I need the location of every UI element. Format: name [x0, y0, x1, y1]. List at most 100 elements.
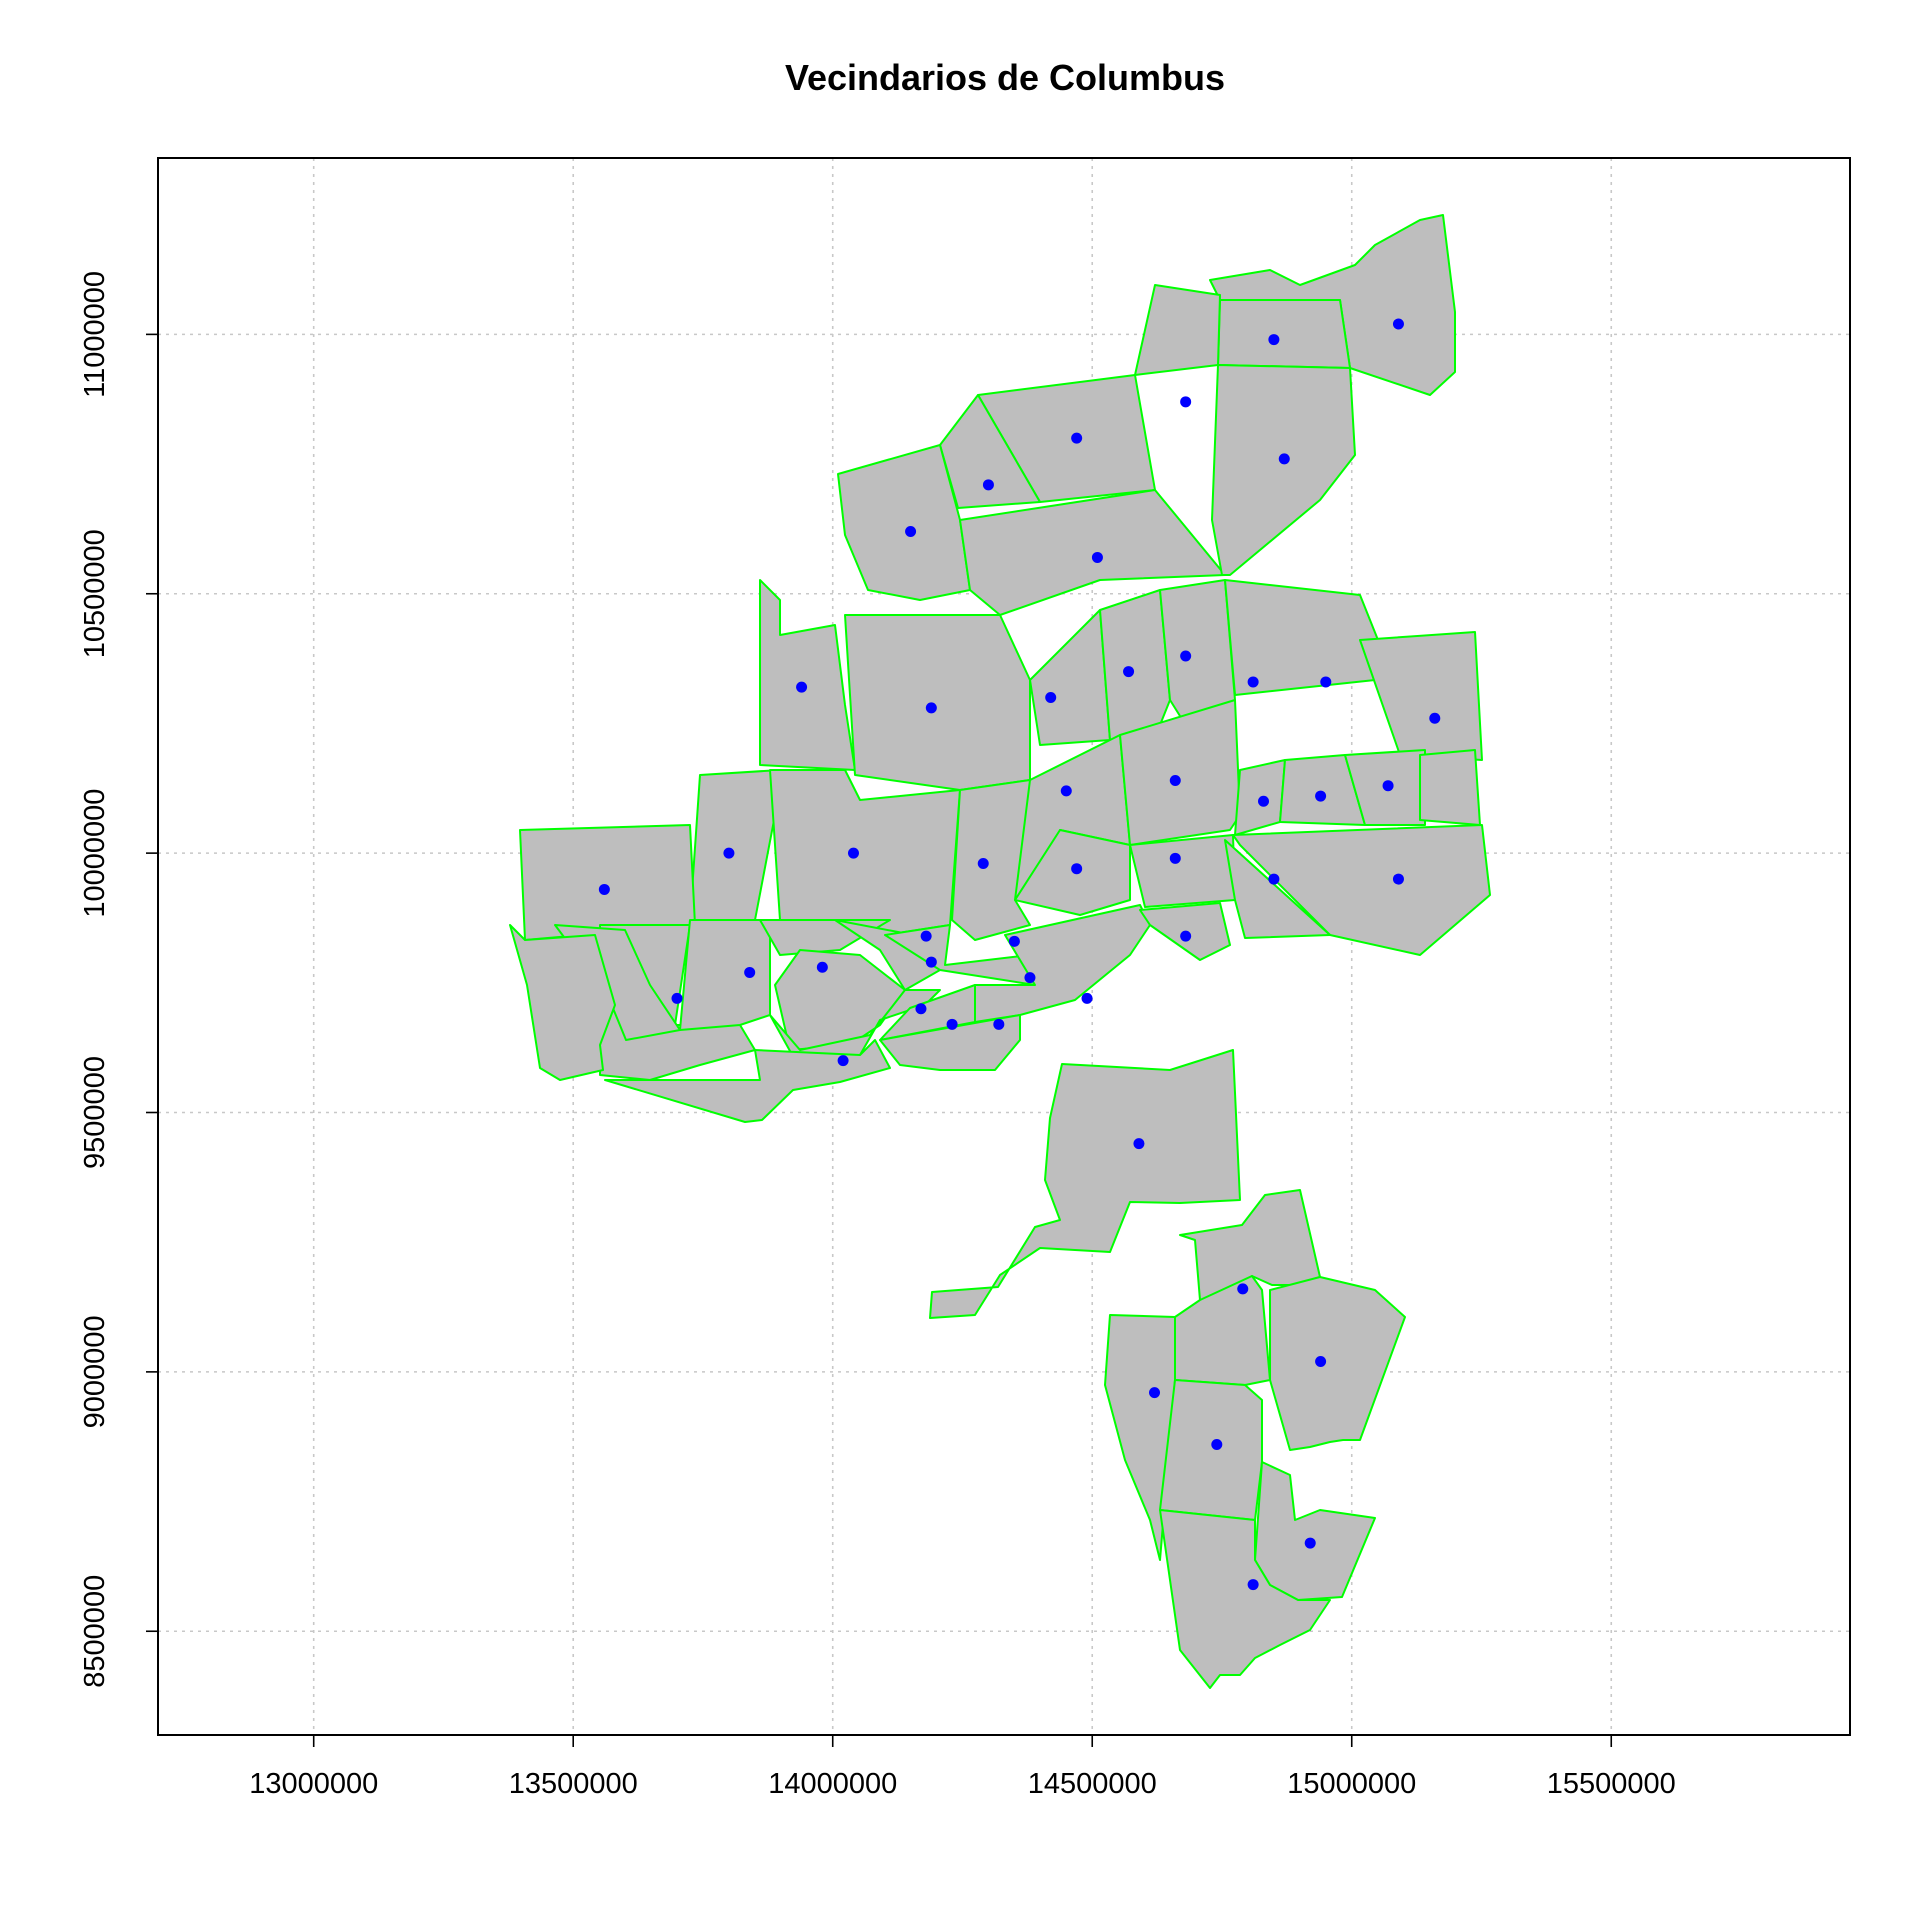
centroid-point	[1211, 1439, 1223, 1450]
centroid-point	[1304, 1537, 1316, 1549]
centroid-point	[1081, 992, 1093, 1004]
centroid-point	[1315, 790, 1327, 802]
neighborhood-region	[1269, 1276, 1406, 1451]
neighborhood-region	[1232, 824, 1491, 956]
centroid-point	[1149, 1387, 1161, 1399]
centroid-point	[744, 966, 756, 978]
centroid-point	[1429, 712, 1441, 724]
neighborhood-region	[1359, 631, 1483, 761]
centroid-point	[993, 1018, 1005, 1030]
neighborhood-region	[1129, 834, 1236, 908]
neighborhood-region	[951, 779, 1031, 941]
neighborhood-polygons	[509, 214, 1491, 1689]
neighborhood-region	[1217, 299, 1351, 369]
centroid-point	[1247, 1579, 1259, 1591]
centroid-point	[1382, 780, 1394, 792]
centroid-point	[915, 1003, 927, 1015]
neighborhood-region	[1254, 1461, 1376, 1601]
x-tick-label: 13000000	[249, 1768, 378, 1800]
centroid-point	[1060, 785, 1072, 797]
centroid-point	[1268, 873, 1280, 885]
neighborhood-region	[1211, 364, 1356, 576]
neighborhood-region	[679, 919, 771, 1031]
neighborhood-region	[1174, 1275, 1271, 1386]
centroid-point	[946, 1018, 958, 1030]
x-tick-label: 15000000	[1287, 1768, 1416, 1800]
centroid-point	[1091, 551, 1103, 563]
x-axis: 13000000 13500000 14000000 14500000 15000000…	[249, 1735, 1676, 1800]
centroid-point	[925, 702, 937, 714]
centroid-point	[920, 930, 932, 942]
centroid-point	[1278, 453, 1290, 465]
y-tick-label: 9000000	[79, 1315, 111, 1428]
neighborhood-region	[1159, 1379, 1263, 1521]
neighborhood-region	[879, 1014, 1021, 1071]
centroid-point	[1315, 1356, 1327, 1367]
x-tick-label: 15500000	[1547, 1768, 1676, 1800]
neighborhood-region	[1104, 1314, 1176, 1561]
neighborhood-region	[689, 769, 781, 921]
centroid-point	[1258, 795, 1270, 807]
centroid-point	[837, 1055, 849, 1067]
y-tick-label: 10500000	[79, 529, 111, 658]
centroid-point	[982, 479, 994, 491]
y-tick-label: 9500000	[79, 1056, 111, 1169]
neighborhood-region	[519, 824, 696, 941]
centroid-point	[1123, 666, 1135, 678]
centroid-point	[1268, 334, 1280, 346]
map-title: Vecindarios de Columbus	[785, 57, 1225, 98]
x-tick-label: 14500000	[1028, 1768, 1157, 1800]
centroid-point	[1008, 935, 1020, 947]
neighborhood-region	[1179, 1189, 1321, 1301]
centroid-point	[1169, 852, 1181, 864]
centroid-point	[977, 858, 989, 869]
centroid-point	[847, 847, 859, 859]
neighborhood-region	[844, 614, 1031, 791]
y-tick-label: 10000000	[79, 789, 111, 918]
neighborhood-region	[1029, 609, 1111, 746]
neighborhood-region	[759, 579, 856, 771]
centroid-point	[1133, 1138, 1145, 1150]
centroid-point	[1024, 972, 1036, 984]
neighborhood-region	[1224, 579, 1381, 696]
y-axis: 8500000 9000000 9500000 10000000 10500000 110…	[79, 271, 158, 1688]
y-tick-label: 8500000	[79, 1575, 111, 1688]
neighborhood-centroids	[598, 318, 1441, 1591]
centroid-point	[1392, 873, 1404, 885]
centroid-point	[1045, 692, 1057, 703]
centroid-point	[1071, 432, 1083, 444]
neighborhood-region	[769, 769, 961, 936]
plot-frame	[157, 157, 1851, 1736]
neighborhood-region	[1224, 839, 1331, 939]
centroid-point	[1180, 396, 1192, 408]
centroid-point	[1320, 676, 1332, 688]
neighborhood-region	[1159, 1509, 1331, 1689]
neighborhood-region	[604, 1039, 891, 1123]
centroid-point	[1237, 1283, 1249, 1295]
centroid-point	[1180, 930, 1192, 942]
centroid-point	[598, 883, 610, 895]
centroid-point	[816, 961, 828, 973]
neighborhood-region	[837, 444, 971, 601]
x-tick-label: 13500000	[509, 1768, 638, 1800]
neighborhood-region	[1134, 284, 1221, 376]
neighborhood-region	[929, 1049, 1241, 1319]
centroid-point	[1071, 863, 1083, 875]
neighborhood-region	[509, 924, 616, 1081]
neighborhood-region	[1419, 749, 1481, 826]
centroid-point	[796, 681, 808, 693]
neighborhood-region	[1014, 829, 1131, 916]
centroid-point	[925, 956, 937, 968]
centroid-point	[1392, 318, 1404, 330]
centroid-point	[1169, 775, 1181, 786]
neighborhood-region	[959, 489, 1226, 616]
grid-lines	[158, 158, 1850, 1735]
centroid-point	[905, 526, 917, 537]
centroid-point	[723, 847, 735, 859]
x-tick-label: 14000000	[768, 1768, 897, 1800]
centroid-point	[671, 992, 683, 1004]
centroid-point	[1180, 650, 1192, 662]
y-tick-label: 11000000	[79, 271, 111, 398]
centroid-point	[1247, 676, 1259, 688]
